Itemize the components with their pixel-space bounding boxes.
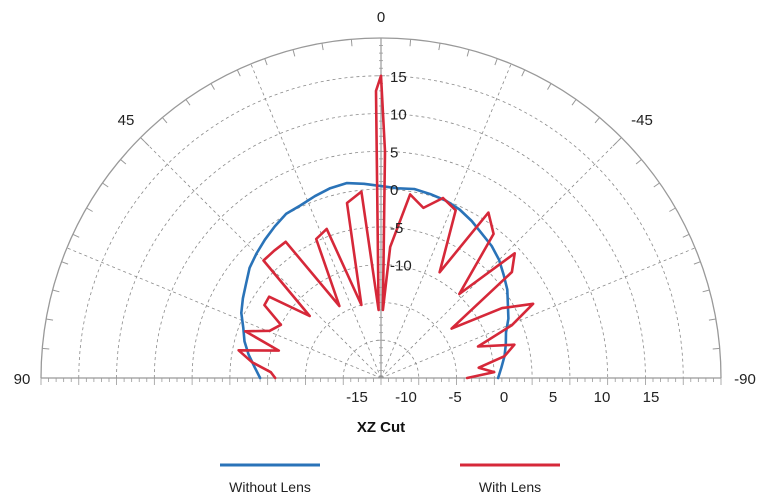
- angle-tick: [669, 207, 676, 212]
- grid-spoke: [250, 63, 382, 379]
- tick-labels: 0 45 -45 90 -90 15 10 5 0 -5 -10 -15 -10 -5 0 5 10 15: [14, 9, 756, 406]
- grid-ring: [229, 226, 533, 379]
- angle-tick: [708, 318, 716, 321]
- radial-tick-label: -5: [390, 220, 403, 237]
- grid-ring: [267, 264, 495, 379]
- x-tick-label: 10: [594, 389, 611, 406]
- legend-label: Without Lens: [229, 479, 311, 495]
- x-tick-label: -10: [395, 389, 417, 406]
- angle-tick: [702, 289, 710, 293]
- grid-spoke: [66, 247, 382, 379]
- x-tick-label: 15: [643, 389, 660, 406]
- x-tick-label: 5: [549, 389, 557, 406]
- angle-tick: [264, 58, 268, 66]
- x-tick-label: -15: [346, 389, 368, 406]
- radial-tick-label: 15: [390, 69, 407, 86]
- angle-tick: [547, 83, 552, 90]
- angle-tick: [42, 347, 50, 350]
- grid-spoke: [380, 137, 622, 379]
- angle-tick: [712, 347, 720, 350]
- angle-tick: [86, 207, 93, 212]
- radial-tick-label: 10: [390, 107, 407, 124]
- x-tick-label: 0: [500, 389, 508, 406]
- angle-tick: [438, 43, 441, 51]
- angle-tick: [52, 289, 60, 293]
- angle-tick: [140, 137, 150, 147]
- angle-tick: [571, 99, 577, 106]
- angle-tick: [236, 69, 241, 77]
- angle-tick: [682, 233, 690, 238]
- series-layer: [237, 74, 535, 380]
- angle-tick: [61, 261, 69, 265]
- angle-tick: [102, 182, 109, 188]
- radial-tick-label: -10: [390, 258, 412, 275]
- angle-tick: [521, 69, 526, 77]
- polar-axes: [40, 37, 722, 385]
- legend-label: With Lens: [479, 479, 541, 495]
- series-line-without-lens: [240, 181, 510, 380]
- angle-tick: [46, 318, 54, 321]
- angle-tick: [321, 43, 324, 51]
- angle-label-0: 0: [377, 9, 385, 26]
- angle-label-45: 45: [118, 112, 135, 129]
- angle-tick: [612, 137, 622, 147]
- angle-label-90: 90: [14, 371, 31, 388]
- legend-item-without-lens: Without Lens: [220, 463, 320, 495]
- angle-tick: [210, 83, 215, 90]
- grid-spoke: [380, 247, 696, 379]
- angle-label-neg45: -45: [631, 112, 653, 129]
- angle-tick: [466, 49, 470, 57]
- angle-tick: [185, 99, 191, 106]
- angle-tick: [409, 39, 412, 47]
- angle-label-neg90: -90: [734, 371, 756, 388]
- angle-tick: [162, 117, 168, 124]
- radial-tick-label: 5: [390, 144, 398, 161]
- angle-tick: [120, 159, 127, 165]
- angle-tick: [693, 261, 701, 265]
- angle-tick: [292, 49, 296, 57]
- series-line-with-lens: [237, 74, 535, 380]
- chart-title: XZ Cut: [357, 419, 405, 436]
- legend: Without Lens With Lens: [220, 463, 560, 495]
- x-tick-label: -5: [448, 389, 461, 406]
- grid-spoke: [380, 63, 512, 379]
- angle-tick: [494, 58, 498, 66]
- grid-spoke: [140, 137, 382, 379]
- legend-item-with-lens: With Lens: [460, 463, 560, 495]
- angle-tick: [635, 159, 642, 165]
- radial-tick-label: 0: [390, 182, 398, 199]
- angle-tick: [594, 117, 600, 124]
- angle-tick: [653, 182, 660, 188]
- angle-tick: [72, 233, 80, 238]
- angle-tick: [350, 39, 353, 47]
